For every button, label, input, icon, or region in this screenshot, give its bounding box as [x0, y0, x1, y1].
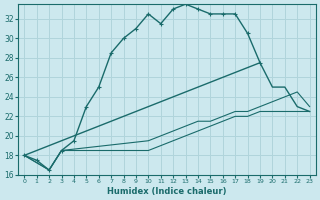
- X-axis label: Humidex (Indice chaleur): Humidex (Indice chaleur): [107, 187, 227, 196]
